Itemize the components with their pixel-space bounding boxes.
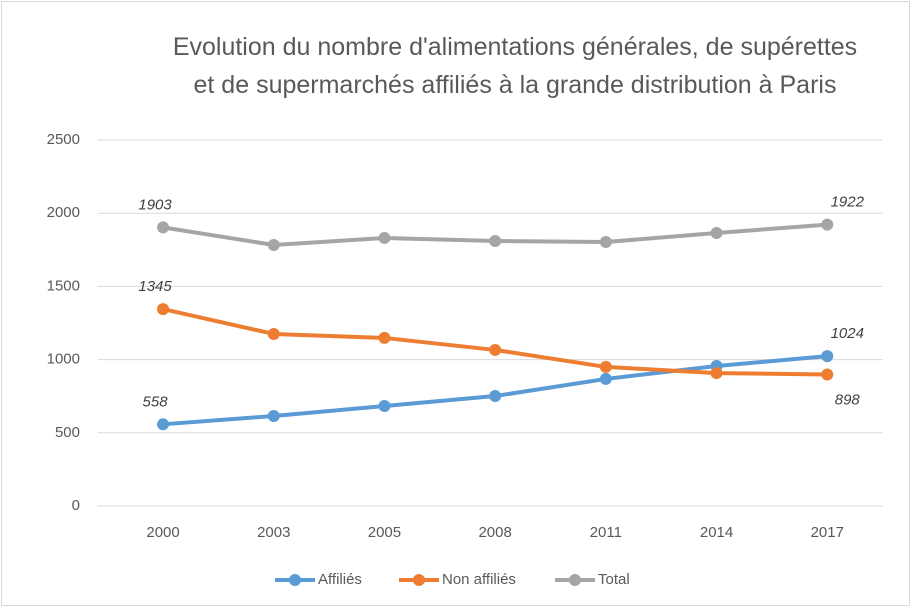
- y-tick-label: 2000: [47, 204, 80, 221]
- data-label: 1024: [831, 325, 864, 342]
- point: [378, 400, 391, 413]
- point: [489, 235, 502, 248]
- x-tick-label: 2011: [590, 524, 622, 541]
- point: [599, 360, 612, 373]
- point: [489, 343, 502, 356]
- point: [267, 327, 280, 340]
- point: [378, 231, 391, 244]
- chart-title: Evolution du nombre d'alimentations géné…: [172, 33, 858, 99]
- data-label: 1345: [138, 278, 172, 295]
- legend-marker: [413, 574, 425, 586]
- x-tick-label: 2014: [700, 524, 733, 541]
- point: [599, 372, 612, 385]
- point: [710, 367, 723, 380]
- data-label: 1922: [831, 194, 865, 211]
- point: [157, 221, 170, 234]
- data-label: 898: [835, 392, 861, 409]
- legend-label: Non affiliés: [442, 571, 516, 588]
- point: [157, 303, 170, 316]
- legend-marker: [289, 574, 301, 586]
- x-tick-label: 2017: [811, 524, 844, 541]
- x-tick-label: 2005: [368, 524, 401, 541]
- y-tick-label: 2500: [47, 131, 80, 148]
- point: [710, 226, 723, 239]
- point: [821, 368, 834, 381]
- point: [821, 350, 834, 363]
- legend-marker: [569, 574, 581, 586]
- data-label: 1903: [138, 196, 172, 213]
- point: [267, 238, 280, 251]
- data-label: 558: [143, 393, 169, 410]
- point: [489, 390, 502, 403]
- x-tick-label: 2008: [478, 524, 511, 541]
- point: [267, 409, 280, 422]
- point: [599, 236, 612, 249]
- x-tick-label: 2003: [257, 524, 290, 541]
- point: [378, 331, 391, 344]
- y-tick-label: 1000: [47, 351, 80, 368]
- y-tick-label: 0: [72, 497, 80, 514]
- y-tick-label: 1500: [47, 277, 80, 294]
- x-tick-label: 2000: [146, 524, 179, 541]
- point: [821, 218, 834, 231]
- legend-label: Affiliés: [318, 571, 362, 588]
- legend-label: Total: [598, 571, 630, 588]
- y-tick-label: 500: [55, 424, 80, 441]
- point: [157, 418, 170, 431]
